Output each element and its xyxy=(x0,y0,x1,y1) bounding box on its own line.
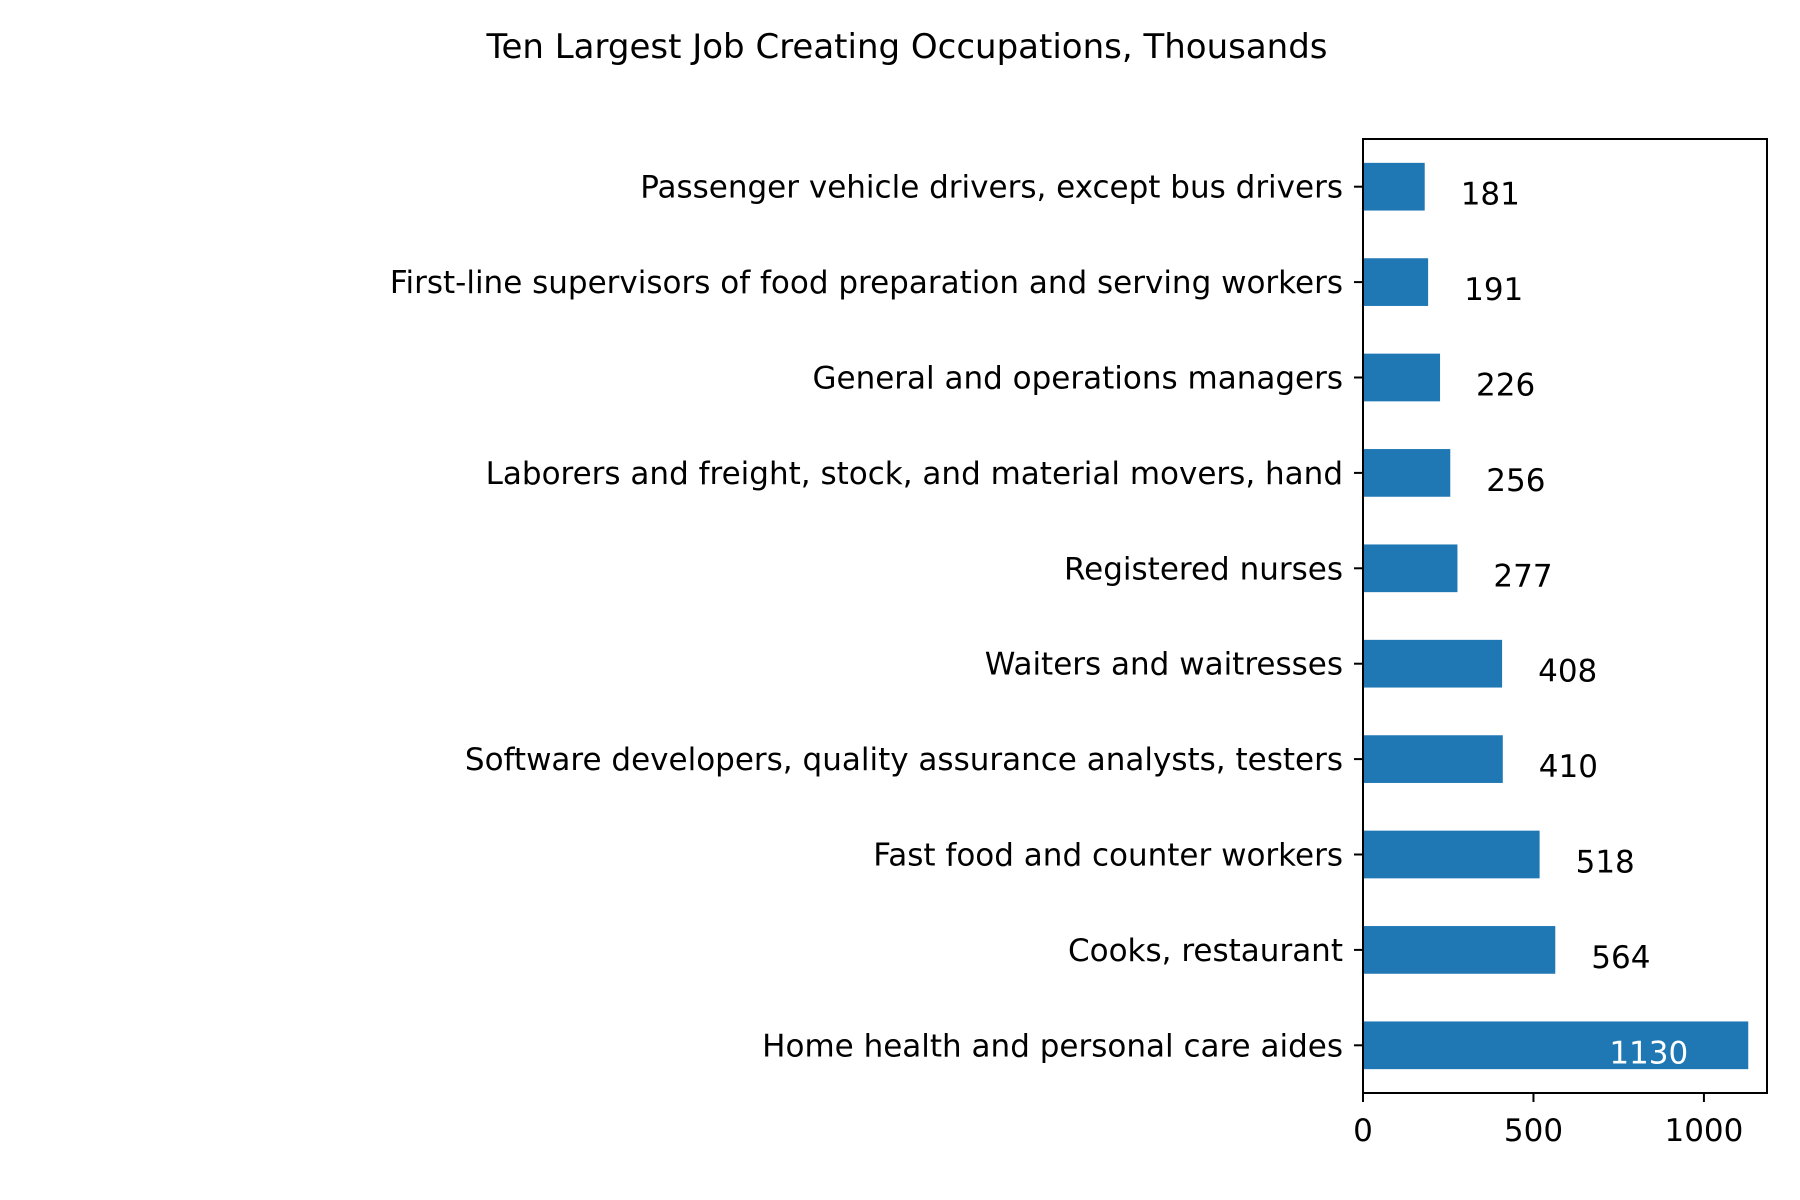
plot-frame xyxy=(1362,138,1768,1094)
data-label: 518 xyxy=(1576,845,1635,881)
y-axis-category-labels: Passenger vehicle drivers, except bus dr… xyxy=(390,170,1363,1064)
y-category-label: Registered nurses xyxy=(1064,551,1343,587)
y-category-label: First-line supervisors of food preparati… xyxy=(390,265,1343,301)
data-label: 226 xyxy=(1476,368,1535,404)
y-category-label: Software developers, quality assurance a… xyxy=(465,742,1343,778)
bar xyxy=(1363,258,1429,306)
data-label: 564 xyxy=(1591,940,1650,976)
bar xyxy=(1363,830,1540,879)
y-category-label: Passenger vehicle drivers, except bus dr… xyxy=(640,170,1343,206)
data-label: 277 xyxy=(1493,558,1552,594)
x-tick-label: 1000 xyxy=(1664,1113,1743,1149)
y-category-label: Home health and personal care aides xyxy=(762,1028,1343,1064)
data-label: 191 xyxy=(1464,272,1523,308)
data-label: 1130 xyxy=(1609,1035,1688,1071)
data-label: 256 xyxy=(1486,463,1545,499)
x-tick-label: 500 xyxy=(1504,1113,1563,1149)
y-category-label: Cooks, restaurant xyxy=(1068,933,1343,969)
chart-title: Ten Largest Job Creating Occupations, Th… xyxy=(485,27,1327,67)
bar xyxy=(1363,926,1556,974)
bar xyxy=(1363,162,1425,211)
bar xyxy=(1363,544,1458,593)
bars-layer xyxy=(1363,162,1749,1070)
x-axis-ticks: 0 500 1000 xyxy=(1353,1093,1743,1149)
bar xyxy=(1363,353,1441,402)
bar xyxy=(1363,735,1503,783)
y-category-label: Waiters and waitresses xyxy=(985,647,1343,683)
y-category-label: Fast food and counter workers xyxy=(873,838,1343,874)
y-category-label: Laborers and freight, stock, and materia… xyxy=(486,456,1343,492)
data-label: 408 xyxy=(1538,654,1597,690)
bar xyxy=(1363,449,1451,497)
data-label: 181 xyxy=(1461,177,1520,213)
y-category-label: General and operations managers xyxy=(812,361,1343,397)
bar xyxy=(1363,1021,1749,1070)
data-labels-layer: 181 191 226 256 277 408 410 518 564 1130 xyxy=(1461,177,1689,1072)
x-tick-label: 0 xyxy=(1353,1113,1373,1149)
bar xyxy=(1363,639,1503,688)
data-label: 410 xyxy=(1539,749,1598,785)
